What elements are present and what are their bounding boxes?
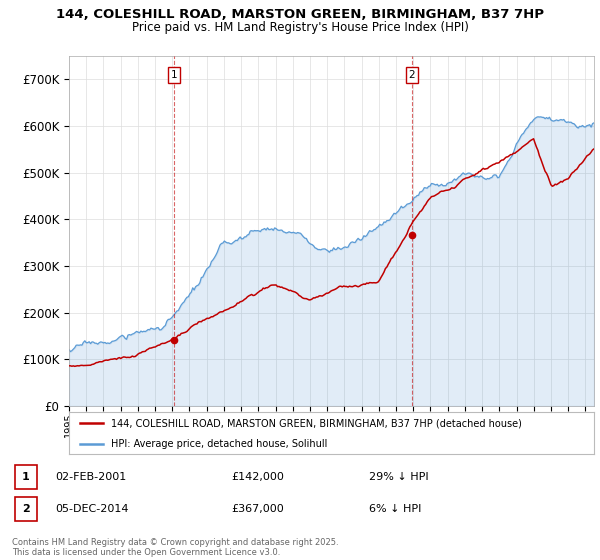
FancyBboxPatch shape [15, 497, 37, 521]
Text: HPI: Average price, detached house, Solihull: HPI: Average price, detached house, Soli… [111, 440, 328, 449]
Text: 05-DEC-2014: 05-DEC-2014 [55, 504, 128, 514]
Text: 2: 2 [409, 70, 415, 80]
Text: £142,000: £142,000 [231, 472, 284, 482]
Text: Contains HM Land Registry data © Crown copyright and database right 2025.
This d: Contains HM Land Registry data © Crown c… [12, 538, 338, 557]
Text: £367,000: £367,000 [231, 504, 284, 514]
Text: 1: 1 [170, 70, 177, 80]
FancyBboxPatch shape [15, 465, 37, 489]
Text: 2: 2 [22, 504, 29, 514]
Text: 144, COLESHILL ROAD, MARSTON GREEN, BIRMINGHAM, B37 7HP (detached house): 144, COLESHILL ROAD, MARSTON GREEN, BIRM… [111, 418, 522, 428]
Text: Price paid vs. HM Land Registry's House Price Index (HPI): Price paid vs. HM Land Registry's House … [131, 21, 469, 34]
Text: 1: 1 [22, 472, 29, 482]
Text: 144, COLESHILL ROAD, MARSTON GREEN, BIRMINGHAM, B37 7HP: 144, COLESHILL ROAD, MARSTON GREEN, BIRM… [56, 8, 544, 21]
Text: 29% ↓ HPI: 29% ↓ HPI [369, 472, 429, 482]
Text: 6% ↓ HPI: 6% ↓ HPI [369, 504, 421, 514]
Text: 02-FEB-2001: 02-FEB-2001 [55, 472, 127, 482]
